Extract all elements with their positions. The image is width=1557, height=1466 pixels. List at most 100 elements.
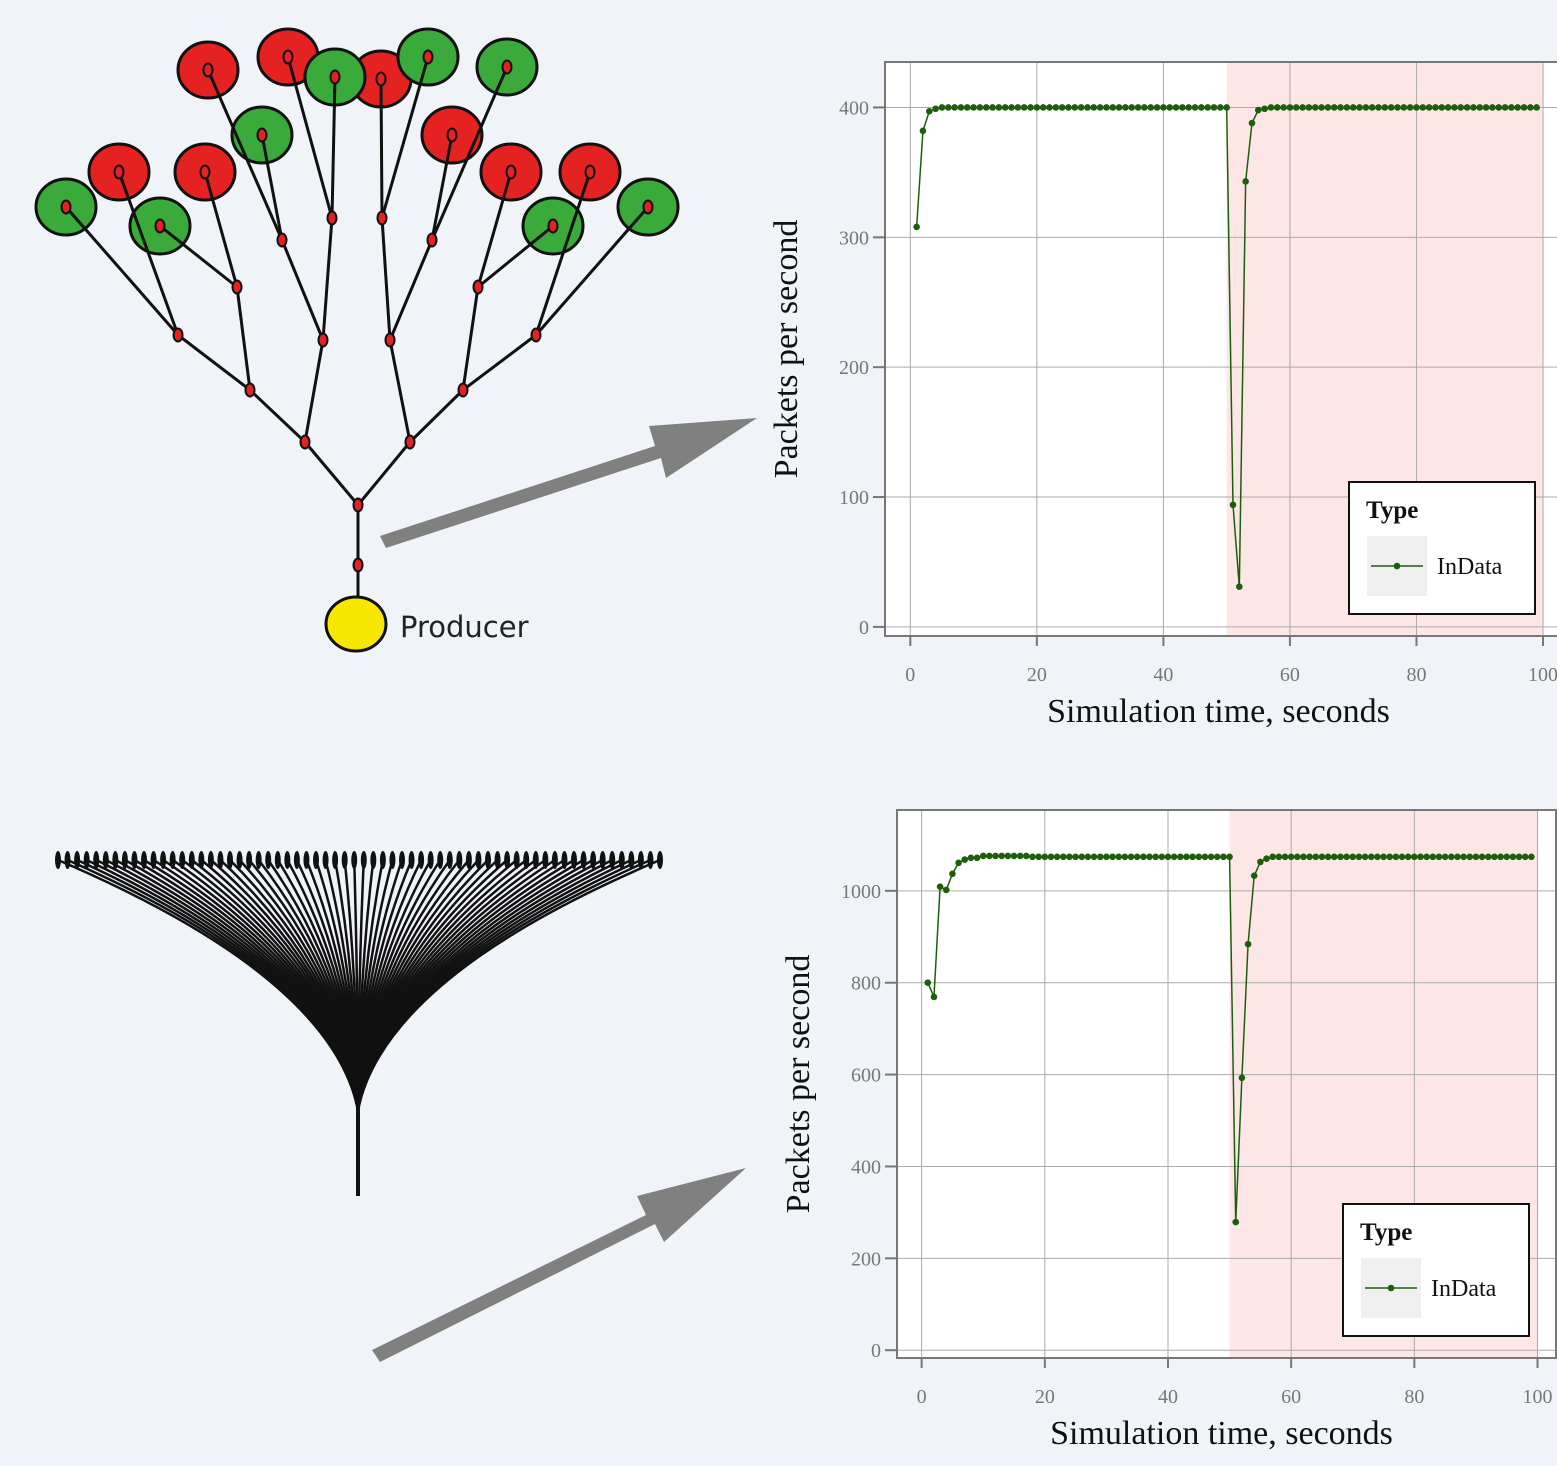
- leaf-node: [256, 851, 262, 869]
- data-point: [926, 108, 933, 115]
- data-point: [983, 104, 990, 111]
- data-point: [1046, 104, 1053, 111]
- y-axis-label: Packets per second: [768, 220, 805, 479]
- data-point: [1464, 104, 1471, 111]
- router-node: [503, 61, 512, 74]
- x-tick-label: 20: [1035, 1386, 1055, 1408]
- data-point: [1183, 854, 1190, 861]
- data-point: [1280, 104, 1287, 111]
- data-point: [951, 104, 958, 111]
- tree-edge: [250, 390, 305, 442]
- data-point: [1147, 104, 1154, 111]
- data-point: [1249, 120, 1256, 127]
- data-point: [1072, 104, 1079, 111]
- tree-edge: [160, 226, 237, 287]
- data-point: [1405, 854, 1412, 861]
- tree-edge: [358, 442, 410, 505]
- data-point: [1522, 854, 1529, 861]
- data-point: [1060, 854, 1067, 861]
- leaf-node: [284, 851, 290, 869]
- router-node: [354, 499, 363, 512]
- data-point: [1293, 104, 1300, 111]
- data-point: [1476, 104, 1483, 111]
- data-point: [1287, 104, 1294, 111]
- leaf-node: [275, 851, 281, 869]
- data-point: [1122, 854, 1129, 861]
- data-point: [1245, 941, 1252, 948]
- leaf-node: [351, 851, 357, 869]
- tree-edge: [478, 226, 553, 287]
- router-node: [586, 166, 595, 179]
- data-point: [1350, 104, 1357, 111]
- data-point: [1023, 853, 1030, 860]
- data-point: [1485, 854, 1492, 861]
- x-axis-label: Simulation time, seconds: [1047, 693, 1390, 730]
- leaf-node: [428, 851, 434, 869]
- leaf-node: [380, 851, 386, 869]
- data-point: [1261, 105, 1268, 112]
- data-point: [1021, 104, 1028, 111]
- tree-edge: [410, 390, 463, 442]
- data-point: [1411, 854, 1418, 861]
- data-point: [937, 883, 944, 890]
- leaf-node: [189, 851, 195, 869]
- data-point: [1369, 104, 1376, 111]
- data-point: [1442, 854, 1449, 861]
- data-point: [1533, 104, 1540, 111]
- leaf-node: [437, 851, 443, 869]
- data-point: [1135, 104, 1142, 111]
- figure: Producer 0100200300400020406080100Simula…: [0, 0, 1557, 1466]
- data-point: [970, 104, 977, 111]
- data-point: [1005, 853, 1012, 860]
- data-point: [1382, 104, 1389, 111]
- leaf-node: [409, 851, 415, 869]
- data-point: [1423, 854, 1430, 861]
- data-point: [1159, 854, 1166, 861]
- data-point: [1230, 502, 1237, 509]
- tree-edge: [463, 335, 536, 390]
- legend-key-point: [1394, 563, 1401, 570]
- data-point: [1413, 104, 1420, 111]
- router-node: [532, 329, 541, 342]
- legend-title: Type: [1360, 1219, 1412, 1246]
- router-node: [284, 51, 293, 64]
- leaf-node: [141, 851, 147, 869]
- leaf-node: [237, 851, 243, 869]
- router-node: [424, 51, 433, 64]
- data-point: [1401, 104, 1408, 111]
- data-point: [1154, 104, 1161, 111]
- tree-edge: [323, 218, 332, 340]
- leaf-node: [84, 851, 90, 869]
- data-point: [1521, 104, 1528, 111]
- tree-edge: [305, 340, 323, 442]
- data-point: [945, 104, 952, 111]
- router-node: [328, 212, 337, 225]
- data-point: [1331, 854, 1338, 861]
- leaf-node: [208, 851, 214, 869]
- data-point: [1356, 104, 1363, 111]
- data-point: [1097, 854, 1104, 861]
- data-point: [1103, 854, 1110, 861]
- data-point: [1473, 854, 1480, 861]
- data-point: [1282, 854, 1289, 861]
- router-node: [301, 436, 310, 449]
- router-node: [507, 166, 516, 179]
- data-point: [1217, 104, 1224, 111]
- large-tree-diagram: [55, 851, 663, 1196]
- data-point: [1109, 104, 1116, 111]
- data-point: [1448, 854, 1455, 861]
- data-point: [1445, 104, 1452, 111]
- data-point: [1040, 104, 1047, 111]
- data-point: [1140, 854, 1147, 861]
- data-point: [931, 994, 938, 1001]
- data-point: [1489, 104, 1496, 111]
- data-point: [949, 871, 956, 878]
- leaf-node: [55, 851, 61, 869]
- data-point: [1232, 1219, 1239, 1226]
- legend-label: InData: [1431, 1276, 1497, 1302]
- leaf-node: [131, 851, 137, 869]
- leaf-node: [294, 851, 300, 869]
- data-point: [1042, 854, 1049, 861]
- data-point: [1306, 854, 1313, 861]
- router-node: [62, 201, 71, 214]
